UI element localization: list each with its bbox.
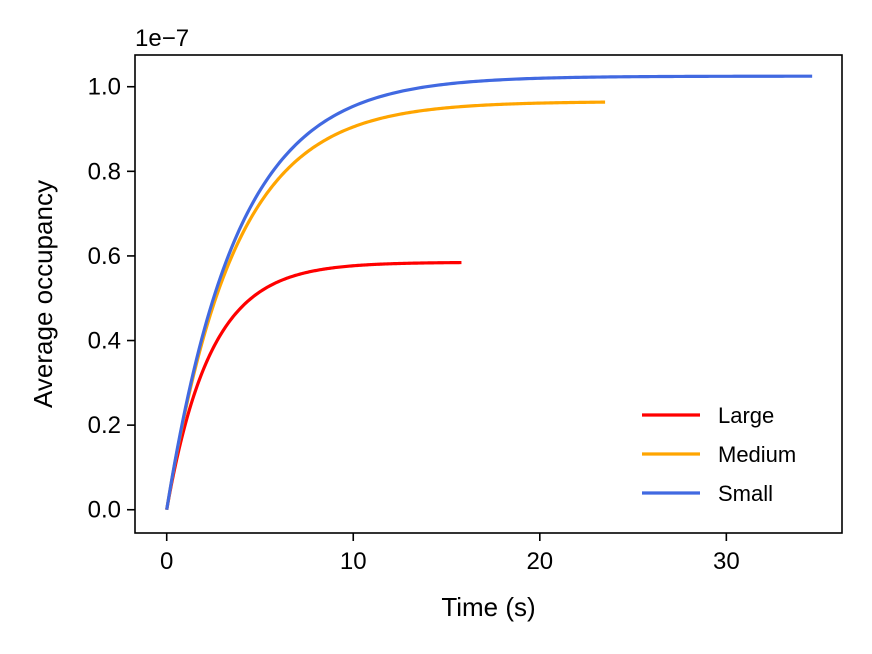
y-tick-label: 0.8: [88, 158, 121, 185]
x-tick-label: 0: [160, 548, 173, 575]
x-tick-label: 10: [340, 548, 367, 575]
legend: Large Medium Small: [642, 403, 796, 506]
legend-label-medium: Medium: [718, 442, 796, 467]
x-axis-label: Time (s): [441, 592, 535, 622]
y-axis-offset-label: 1e−7: [135, 25, 189, 52]
plot-frame: [134, 54, 843, 534]
y-tick-label: 1.0: [88, 74, 121, 101]
series-line-small: [165, 74, 813, 510]
y-axis-ticks: 0.0 0.2 0.4 0.6 0.8 1.0: [88, 74, 135, 524]
x-tick-label: 30: [713, 548, 740, 575]
legend-label-small: Small: [718, 481, 773, 506]
y-tick-label: 0.6: [88, 243, 121, 270]
legend-label-large: Large: [718, 403, 774, 428]
x-axis-ticks: 0 10 20 30: [160, 533, 740, 575]
y-tick-label: 0.0: [88, 497, 121, 524]
x-tick-label: 20: [526, 548, 553, 575]
series-line-large: [165, 260, 462, 511]
y-tick-label: 0.4: [88, 328, 121, 355]
y-axis-label: Average occupancy: [28, 180, 58, 408]
y-tick-label: 0.2: [88, 412, 121, 439]
series-line-medium: [165, 100, 606, 510]
series-layer: [165, 74, 813, 511]
